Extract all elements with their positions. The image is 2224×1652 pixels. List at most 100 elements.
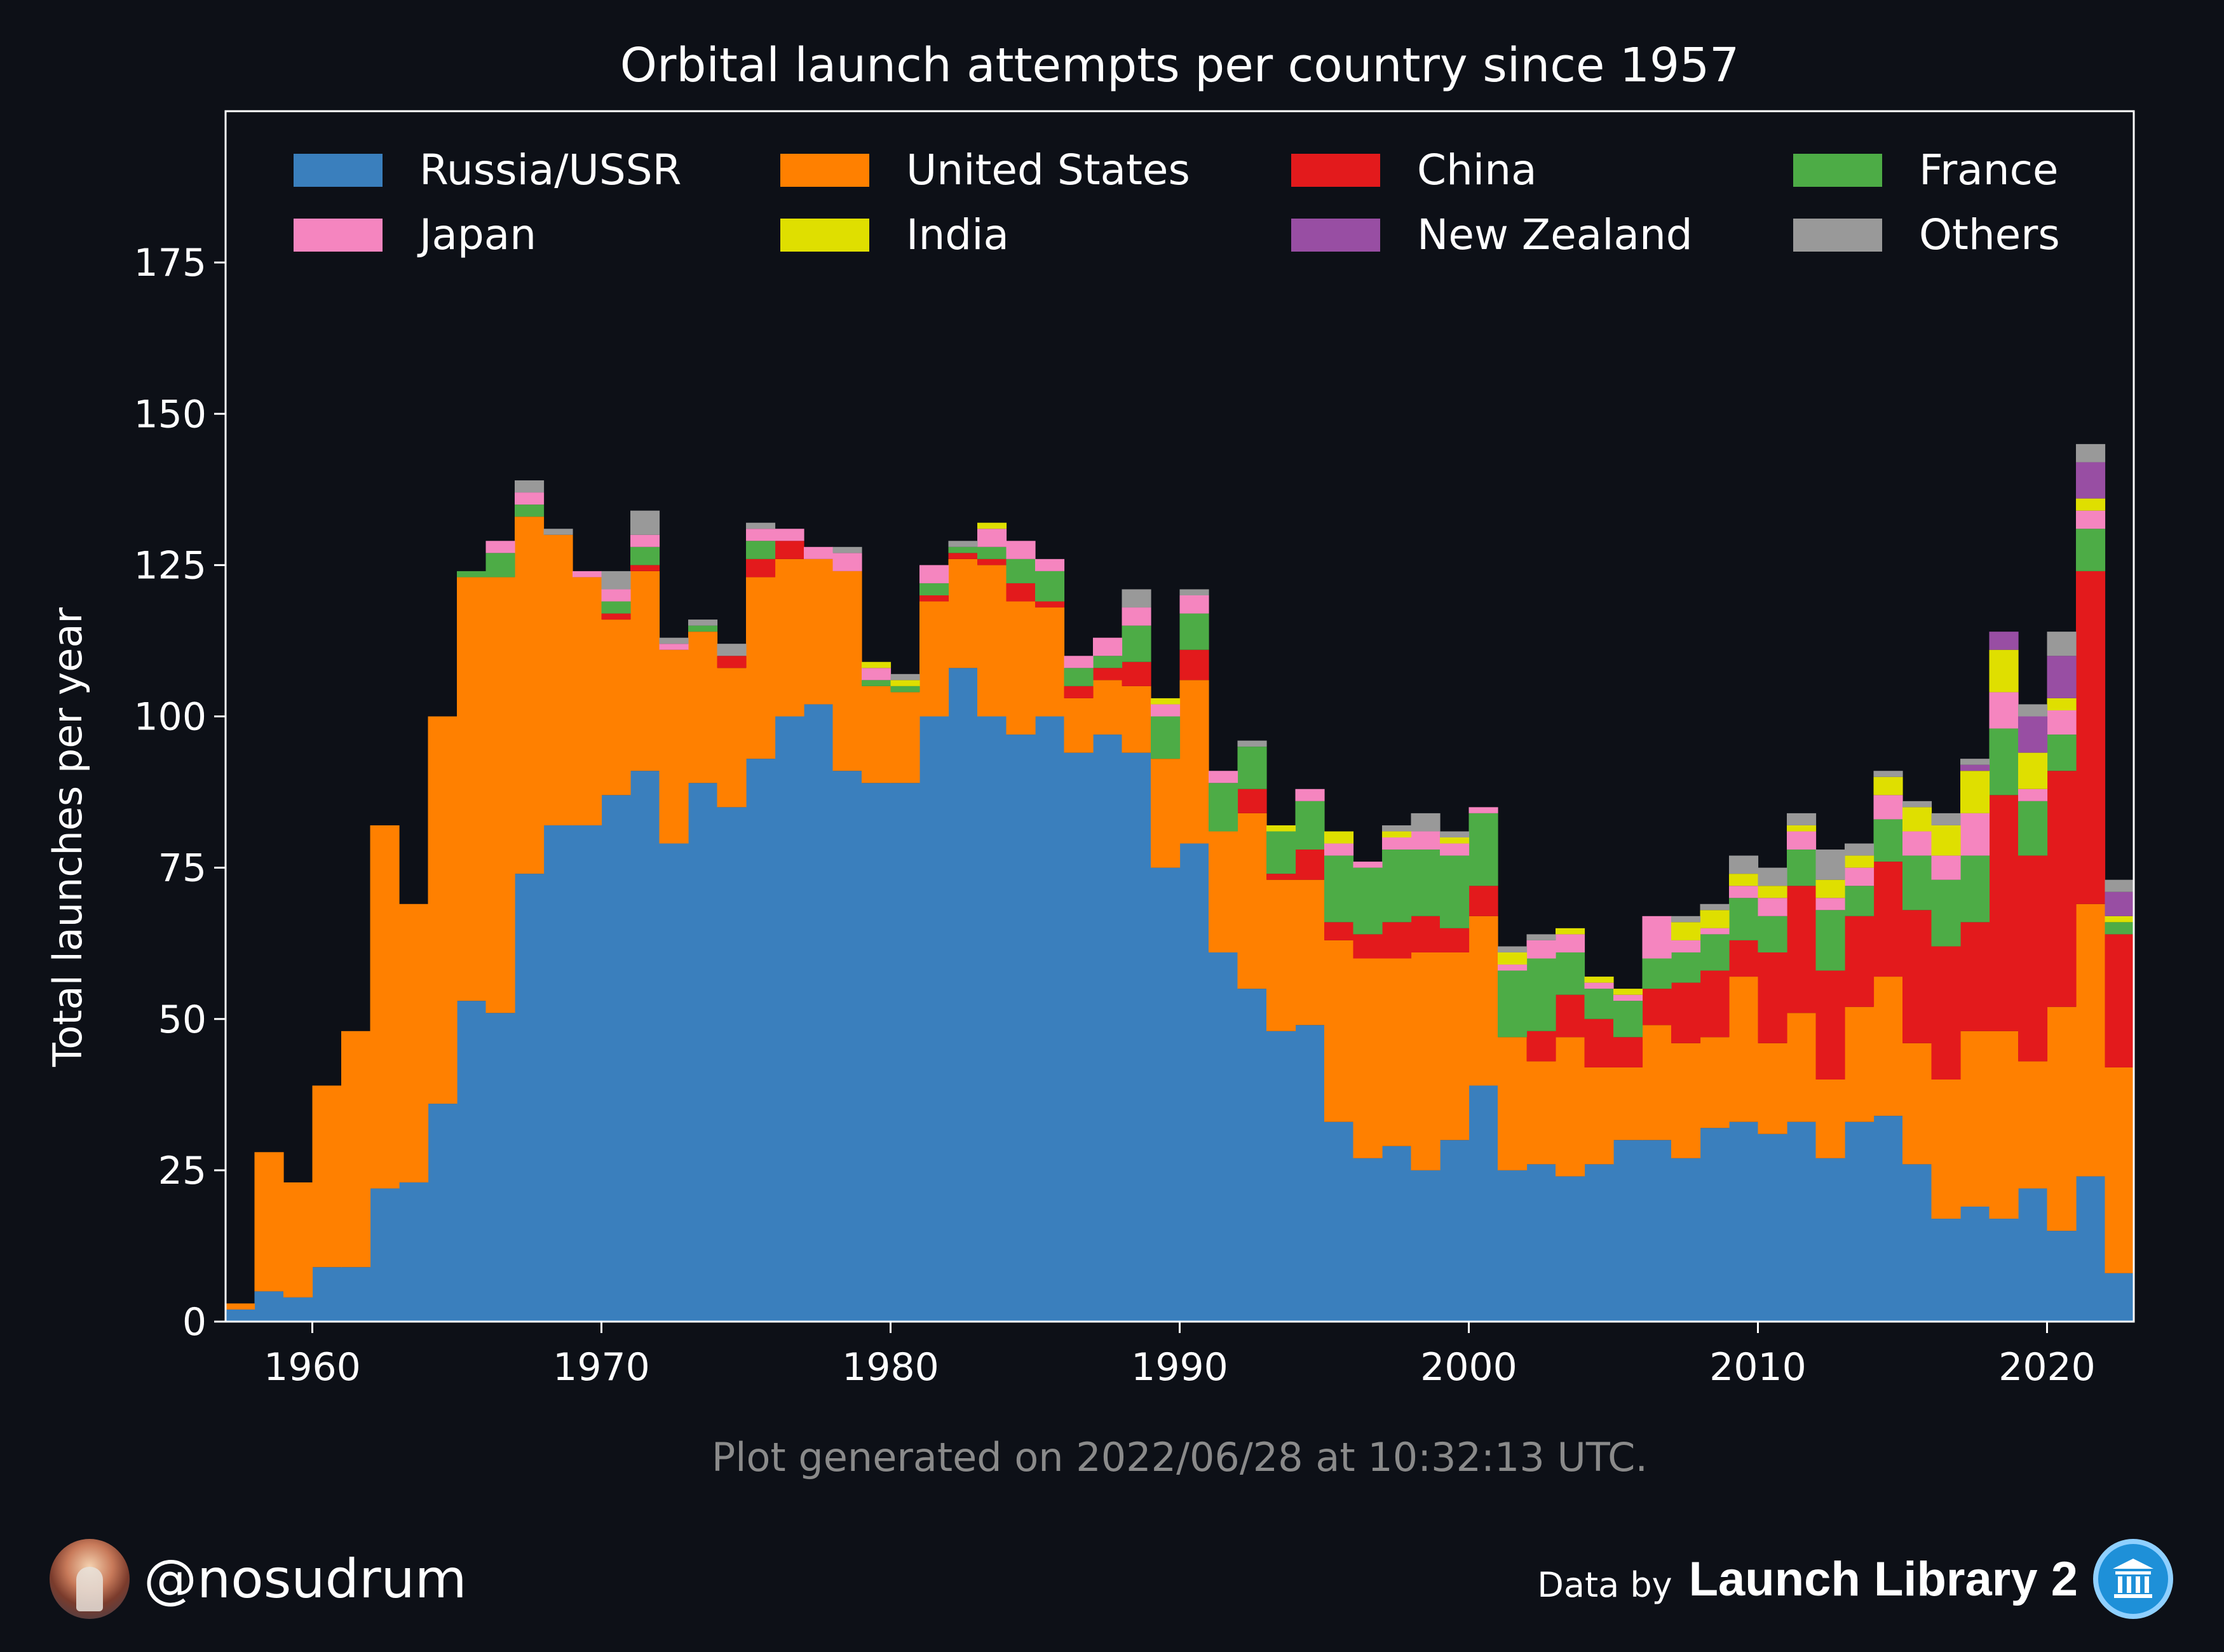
bar-others-2013 [1845,843,1875,856]
bar-france-1998 [1411,850,1441,916]
bar-united-states-1997 [1382,958,1412,1146]
bar-new-zealand-2019 [2018,716,2048,753]
bar-russia-ussr-2018 [1989,1219,2019,1322]
bar-france-2003 [1556,952,1585,995]
bar-united-states-2012 [1815,1080,1845,1158]
bar-france-1984 [1006,559,1036,583]
bar-russia-ussr-1974 [717,807,747,1322]
bar-japan-1976 [775,529,804,541]
bar-japan-2015 [1902,831,1932,856]
bar-india-1983 [977,522,1007,529]
bar-united-states-2001 [1498,1037,1528,1170]
bar-new-zealand-2020 [2047,656,2077,698]
bar-others-2012 [1815,850,1845,880]
bar-japan-2010 [1758,898,1787,916]
bar-japan-1979 [862,668,892,680]
bar-russia-ussr-2001 [1498,1170,1528,1322]
bar-others-2015 [1902,801,1932,808]
legend-swatch [294,219,383,252]
bar-united-states-2013 [1845,1006,1875,1122]
bar-france-1971 [630,546,660,565]
bar-russia-ussr-1964 [428,1104,458,1322]
bar-russia-ussr-1999 [1440,1140,1470,1322]
bar-china-1996 [1353,934,1383,959]
bar-china-2003 [1556,994,1585,1038]
bar-russia-ussr-1961 [341,1267,371,1322]
bar-russia-ussr-1998 [1411,1170,1441,1322]
bar-others-1997 [1382,825,1412,832]
bar-china-1970 [601,613,631,620]
bar-france-1970 [601,601,631,614]
bar-united-states-1999 [1440,952,1470,1141]
bar-others-1975 [746,522,776,529]
bar-russia-ussr-1957 [226,1309,255,1322]
bar-japan-2004 [1584,982,1614,989]
bar-russia-ussr-2020 [2047,1231,2077,1322]
bar-china-2004 [1584,1019,1614,1067]
bar-united-states-1983 [977,565,1007,717]
bar-japan-1990 [1179,595,1209,614]
bar-others-1968 [543,529,573,535]
bar-others-2016 [1931,813,1961,825]
bar-united-states-1987 [1093,680,1123,735]
bar-russia-ussr-1973 [688,783,718,1322]
bar-others-2008 [1700,904,1730,911]
bar-japan-1999 [1440,843,1470,856]
bar-russia-ussr-1976 [775,716,804,1322]
bar-india-2001 [1498,952,1528,965]
bar-india-2020 [2047,698,2077,710]
bar-united-states-2018 [1989,1031,2019,1219]
bar-china-2016 [1931,946,1961,1080]
bar-japan-1996 [1353,862,1383,868]
legend-swatch [780,219,869,252]
bar-russia-ussr-2013 [1845,1121,1875,1322]
bar-united-states-1962 [370,825,400,1189]
bar-france-2006 [1642,958,1672,989]
bar-china-1998 [1411,916,1441,952]
bar-russia-ussr-2019 [2018,1188,2048,1322]
bar-china-1992 [1237,789,1267,813]
bar-russia-ussr-1967 [515,874,545,1322]
bar-russia-ussr-1984 [1006,735,1036,1322]
bar-russia-ussr-1960 [312,1267,342,1322]
bar-united-states-1984 [1006,601,1036,735]
bar-japan-1972 [659,644,689,650]
bar-russia-ussr-1990 [1179,843,1209,1322]
bar-china-1995 [1324,922,1354,940]
bar-russia-ussr-1997 [1382,1146,1412,1322]
bar-united-states-1960 [312,1085,342,1268]
bar-russia-ussr-1987 [1093,735,1123,1322]
bar-russia-ussr-1959 [283,1297,313,1322]
bar-india-1997 [1382,831,1412,837]
bar-united-states-1992 [1237,813,1267,989]
bar-united-states-1959 [283,1182,313,1297]
bar-united-states-2006 [1642,1025,1672,1141]
bar-united-states-2015 [1902,1043,1932,1165]
bar-united-states-1982 [948,559,978,668]
bar-others-2020 [2047,632,2077,656]
bar-france-1985 [1035,571,1065,602]
bar-others-1992 [1237,740,1267,747]
bar-united-states-2021 [2076,904,2106,1177]
legend-label: Russia/USSR [419,146,681,194]
launch-library-icon [2093,1539,2173,1619]
bar-china-2020 [2047,771,2077,1007]
bar-russia-ussr-1985 [1035,716,1065,1322]
bar-china-1984 [1006,583,1036,602]
legend-label: France [1919,146,2058,194]
bar-united-states-1958 [254,1152,284,1292]
bar-france-1965 [457,571,487,578]
bar-russia-ussr-1969 [573,825,602,1322]
bar-japan-1984 [1006,541,1036,559]
bar-japan-1994 [1295,789,1325,801]
bar-china-1981 [919,595,949,602]
bar-india-1999 [1440,837,1470,844]
legend-swatch [1291,219,1380,252]
bar-united-states-2022 [2105,1067,2134,1273]
bar-france-1988 [1122,625,1151,662]
bar-united-states-2007 [1671,1043,1701,1158]
bar-united-states-2004 [1584,1067,1614,1165]
bar-france-2011 [1787,850,1817,886]
bar-others-1988 [1122,589,1151,608]
x-tick-label: 1990 [1131,1345,1228,1390]
